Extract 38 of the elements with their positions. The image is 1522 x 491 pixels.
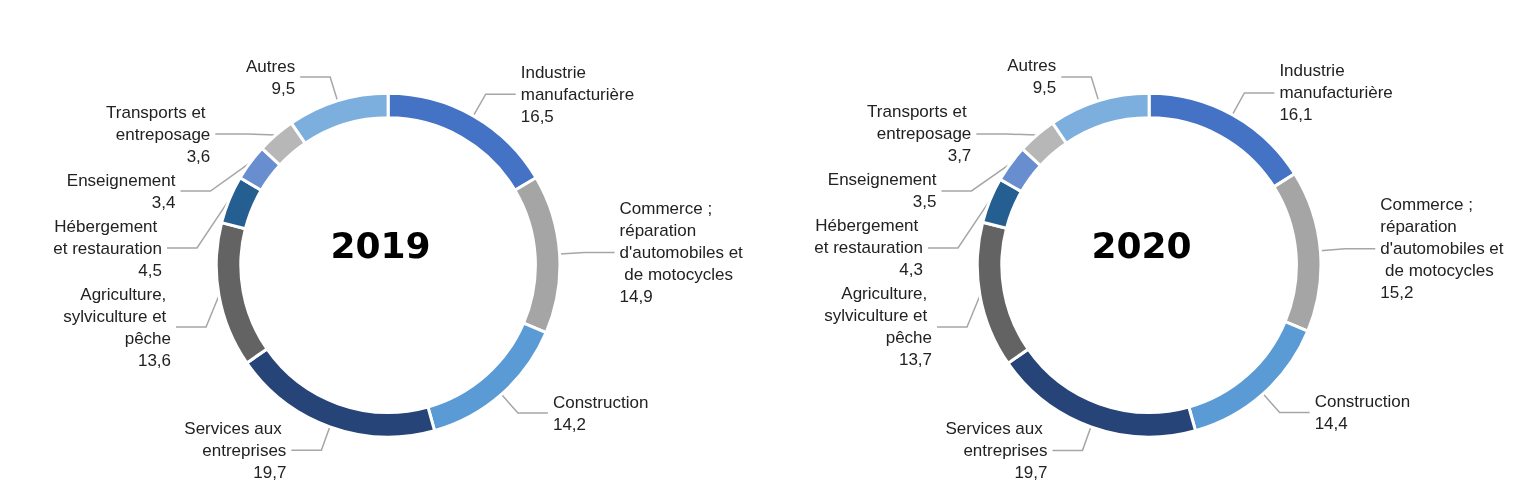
slice-label: Agriculture, sylviculture et pêche: [824, 284, 933, 348]
data-label: 3,6: [186, 146, 211, 166]
slice-label: Enseignement: [827, 170, 937, 190]
slice-label: Transports et entreposage: [106, 102, 211, 144]
data-label: 16,5: [520, 106, 554, 126]
data-label: 4,3: [899, 260, 923, 280]
slice-label: Services aux entreprises: [184, 418, 287, 460]
text: 2020: [1091, 225, 1192, 266]
slice-label: Construction: [1314, 391, 1411, 411]
slice-label: Industrie manufacturière: [520, 62, 635, 104]
slice-label: Commerce ; réparation d'automobiles et de motocycles: [619, 198, 744, 284]
slice-label: Agriculture, sylviculture et pêche: [63, 284, 172, 348]
data-label: 14,4: [1314, 413, 1348, 433]
slice-label: Construction: [552, 392, 649, 412]
data-label: 19,7: [253, 462, 287, 482]
data-label: 13,6: [137, 350, 172, 370]
slice-label: Services aux entreprises: [945, 418, 1048, 460]
data-label: 9,5: [1032, 78, 1057, 98]
data-label: 16,1: [1279, 105, 1313, 125]
slice-label: Autres: [1007, 56, 1057, 76]
slice-label: Transports et entreposage: [867, 102, 972, 144]
text: 2019: [330, 225, 431, 266]
data-label: 15,2: [1380, 283, 1414, 303]
slice-label: Hébergement et restauration: [814, 216, 923, 258]
slice-label: Hébergement et restauration: [53, 216, 162, 258]
data-label: 3,7: [947, 146, 972, 166]
data-label: 14,9: [619, 286, 653, 306]
slice-label: Autres: [246, 56, 296, 76]
slice-label: Enseignement: [66, 170, 176, 190]
slice-label: Industrie manufacturière: [1279, 61, 1393, 103]
slice-label: Commerce ; réparation d'automobiles et de motocycles: [1380, 195, 1504, 281]
data-label: 14,2: [552, 414, 587, 434]
data-label: 4,5: [138, 260, 162, 280]
data-label: 3,5: [912, 192, 937, 212]
data-label: 3,4: [151, 192, 176, 212]
data-label: 19,7: [1014, 462, 1048, 482]
data-label: 13,7: [898, 350, 933, 370]
data-label: 9,5: [271, 78, 296, 98]
